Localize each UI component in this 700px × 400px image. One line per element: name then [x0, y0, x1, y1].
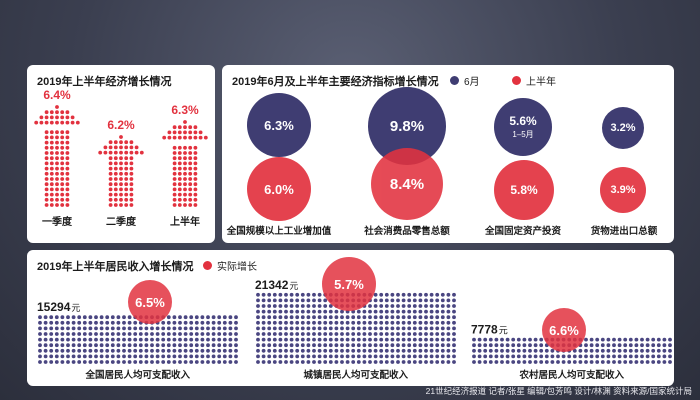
bubble-june-investment-value: 5.6%: [509, 114, 537, 128]
bubble-half-investment: 5.8%: [494, 160, 554, 220]
bubble-june-trade: 3.2%: [602, 107, 644, 149]
income-value-2: 21342元: [255, 278, 298, 292]
legend-real-growth: 实际增长: [203, 258, 257, 273]
gdp-arrow-3: [162, 120, 208, 207]
income-value-3: 7778元: [471, 323, 508, 337]
legend-half-label: 上半年: [526, 77, 556, 88]
credits: 21世纪经济报道 记者/张星 编辑/包芳鸣 设计/林渊 资料来源/国家统计局: [425, 386, 692, 396]
bubble-june-investment-note: 1–5月: [512, 130, 534, 139]
legend-june: 6月: [450, 73, 480, 88]
income-label-3: 农村居民人均可支配收入: [519, 369, 625, 381]
bubble-june-investment: 5.6% 1–5月: [494, 98, 552, 156]
indicators-panel: 2019年6月及上半年主要经济指标增长情况 6月 上半年 6.3% 6.0% 全…: [222, 65, 674, 243]
bubble-june-trade-value: 3.2%: [610, 122, 636, 134]
label-industrial: 全国规模以上工业增加值: [226, 226, 332, 237]
indicators-panel-title: 2019年6月及上半年主要经济指标增长情况: [232, 76, 439, 88]
gdp-value-label-1: 6.4%: [43, 88, 71, 102]
bubble-half-investment-value: 5.8%: [510, 183, 538, 197]
gdp-arrow-chart: 6.4% 一季度 6.2% 二季度 6.3% 上半年: [34, 88, 208, 228]
income-value-1: 15294元: [37, 300, 80, 314]
bubble-half-retail: 8.4%: [371, 148, 443, 220]
label-investment: 全国固定资产投资: [484, 226, 561, 237]
growth-bubble-3: [542, 308, 586, 352]
legend-june-swatch: [450, 76, 459, 85]
gdp-category-label-1: 一季度: [42, 215, 73, 228]
bubble-june-industrial-value: 6.3%: [264, 117, 294, 133]
bubble-half-industrial-value: 6.0%: [264, 181, 294, 197]
gdp-arrow-1: [34, 105, 80, 207]
growth-value-1: 6.5%: [135, 295, 165, 310]
bubble-half-trade-value: 3.9%: [610, 184, 636, 196]
gdp-arrow-2: [98, 135, 144, 207]
income-panel: 2019年上半年居民收入增长情况 实际增长 6.5% 15294元全国居民人均可支…: [27, 250, 674, 386]
gdp-value-label-2: 6.2%: [107, 118, 135, 132]
gdp-value-label-3: 6.3%: [171, 103, 199, 117]
bubble-june-industrial: 6.3%: [247, 93, 311, 157]
bubble-half-trade: 3.9%: [600, 167, 646, 213]
bubble-half-industrial: 6.0%: [247, 157, 311, 221]
growth-bubble-2: [322, 257, 376, 311]
gdp-panel-title: 2019年上半年经济增长情况: [37, 76, 172, 88]
growth-value-3: 6.6%: [549, 323, 579, 338]
income-panel-title: 2019年上半年居民收入增长情况: [37, 261, 194, 273]
income-label-1: 全国居民人均可支配收入: [85, 369, 191, 381]
legend-half-swatch: [512, 76, 521, 85]
growth-bubble-1: [128, 280, 172, 324]
gdp-growth-panel: 2019年上半年经济增长情况 6.4% 一季度 6.2% 二季度 6.3% 上半年: [27, 65, 215, 243]
gdp-category-label-2: 二季度: [106, 215, 137, 228]
growth-value-2: 5.7%: [334, 277, 364, 292]
label-trade: 货物进出口总额: [590, 226, 658, 237]
label-retail: 社会消费品零售总额: [364, 226, 450, 237]
income-label-2: 城镇居民人均可支配收入: [304, 369, 409, 381]
bubble-half-retail-value: 8.4%: [389, 175, 425, 193]
legend-real-growth-swatch: [203, 261, 212, 270]
legend-half: 上半年: [512, 73, 556, 88]
gdp-category-label-3: 上半年: [170, 215, 200, 228]
legend-june-label: 6月: [464, 77, 480, 88]
bubble-june-retail-value: 9.8%: [389, 117, 425, 135]
legend-real-growth-label: 实际增长: [217, 262, 257, 273]
